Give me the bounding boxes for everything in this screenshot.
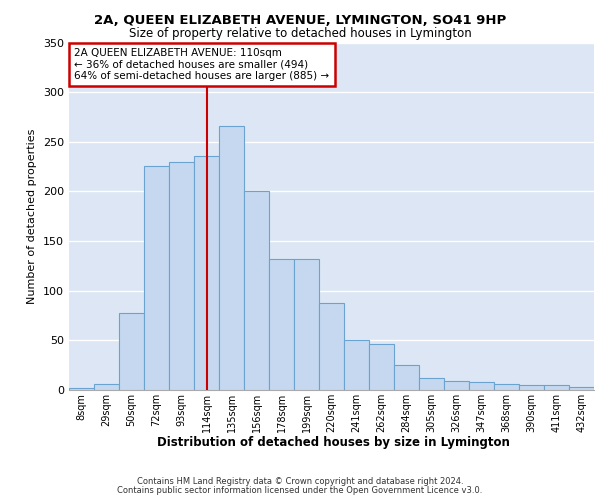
Text: Distribution of detached houses by size in Lymington: Distribution of detached houses by size … <box>157 436 509 449</box>
Bar <box>444 381 469 390</box>
Text: Contains HM Land Registry data © Crown copyright and database right 2024.: Contains HM Land Registry data © Crown c… <box>137 477 463 486</box>
Text: 2A, QUEEN ELIZABETH AVENUE, LYMINGTON, SO41 9HP: 2A, QUEEN ELIZABETH AVENUE, LYMINGTON, S… <box>94 14 506 27</box>
Bar <box>494 384 519 390</box>
Bar <box>544 385 569 390</box>
Bar <box>244 192 269 390</box>
Bar <box>319 302 344 390</box>
Bar <box>394 365 419 390</box>
Bar <box>219 126 244 390</box>
Bar <box>419 378 444 390</box>
Bar <box>369 344 394 390</box>
Bar <box>69 388 94 390</box>
Bar <box>269 259 294 390</box>
Y-axis label: Number of detached properties: Number of detached properties <box>28 128 37 304</box>
Bar <box>169 162 194 390</box>
Bar <box>519 385 544 390</box>
Bar <box>469 382 494 390</box>
Text: 2A QUEEN ELIZABETH AVENUE: 110sqm
← 36% of detached houses are smaller (494)
64%: 2A QUEEN ELIZABETH AVENUE: 110sqm ← 36% … <box>74 48 329 81</box>
Bar <box>294 259 319 390</box>
Text: Size of property relative to detached houses in Lymington: Size of property relative to detached ho… <box>128 28 472 40</box>
Bar <box>94 384 119 390</box>
Text: Contains public sector information licensed under the Open Government Licence v3: Contains public sector information licen… <box>118 486 482 495</box>
Bar <box>569 387 594 390</box>
Bar <box>119 312 144 390</box>
Bar <box>144 166 169 390</box>
Bar <box>344 340 369 390</box>
Bar <box>194 156 219 390</box>
